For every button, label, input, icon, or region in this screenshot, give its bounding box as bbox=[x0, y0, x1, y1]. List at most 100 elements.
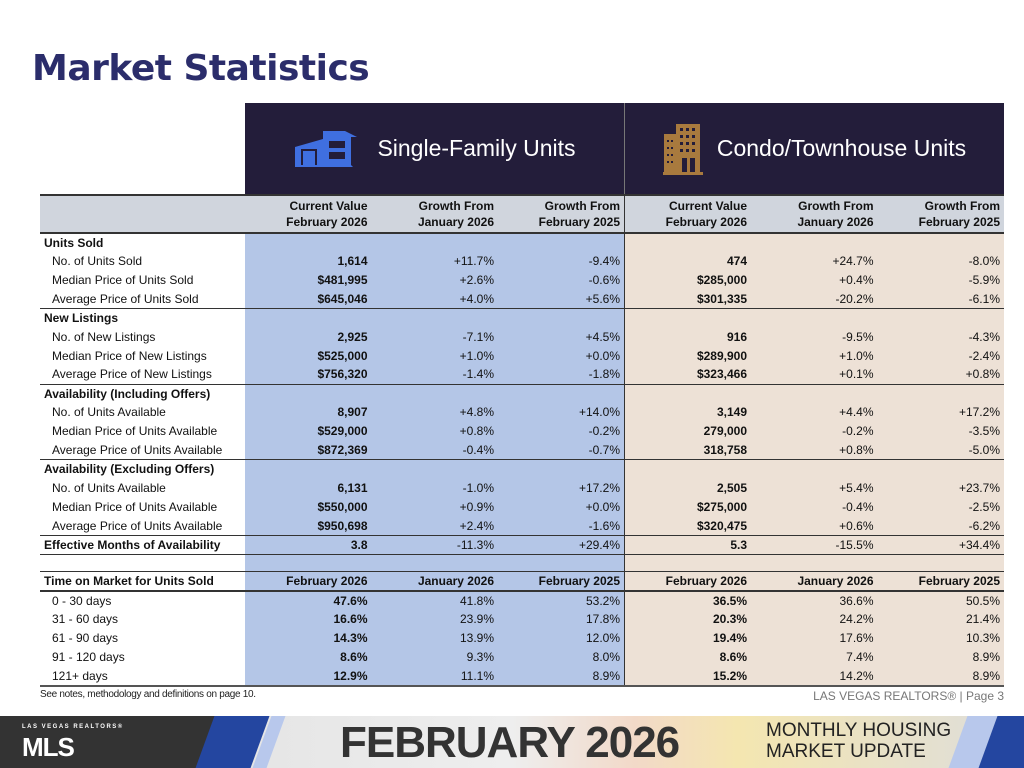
building-icon bbox=[662, 123, 703, 175]
value-cell bbox=[498, 308, 625, 328]
header-line1: Growth From bbox=[418, 199, 494, 213]
value-cell: +0.8% bbox=[751, 440, 878, 461]
page-number: LAS VEGAS REALTORS® | Page 3 bbox=[813, 689, 1004, 703]
value-cell: $756,320 bbox=[245, 365, 372, 385]
header-line2: February 2026 bbox=[665, 215, 747, 229]
value-cell: -2.5% bbox=[877, 497, 1004, 517]
value-cell: +11.7% bbox=[371, 251, 498, 271]
table-row: New Listings bbox=[40, 308, 1004, 328]
value-cell: 2,925 bbox=[245, 327, 372, 347]
value-cell: -8.0% bbox=[877, 251, 1004, 271]
row-label: 121+ days bbox=[40, 666, 245, 687]
value-cell: 12.9% bbox=[245, 666, 372, 687]
value-cell bbox=[245, 459, 372, 479]
value-cell bbox=[371, 233, 498, 252]
value-cell bbox=[877, 384, 1004, 404]
table-row: Median Price of Units Available $529,000 +… bbox=[40, 421, 1004, 441]
value-cell: $872,369 bbox=[245, 440, 372, 461]
value-cell: +23.7% bbox=[877, 478, 1004, 498]
value-cell: 5.3 bbox=[624, 535, 751, 555]
value-cell: -0.2% bbox=[498, 421, 625, 441]
single-family-title: Single-Family Units bbox=[377, 135, 576, 161]
value-cell: -0.4% bbox=[751, 497, 878, 517]
value-cell: -2.4% bbox=[877, 346, 1004, 366]
footer-banner: LAS VEGAS REALTORS® MLS FEBRUARY 2026 MO… bbox=[0, 716, 1024, 768]
value-cell: 21.4% bbox=[877, 610, 1004, 629]
header-line2: February 2025 bbox=[918, 215, 1000, 229]
value-cell: $323,466 bbox=[624, 365, 751, 385]
blank-cell bbox=[371, 554, 498, 572]
row-label: Time on Market for Units Sold bbox=[40, 570, 245, 593]
value-cell: $285,000 bbox=[624, 270, 751, 290]
header-line1: Current Value bbox=[289, 199, 368, 213]
header-line2: February 2026 bbox=[286, 215, 368, 229]
value-cell: +17.2% bbox=[498, 478, 625, 498]
table-row: No. of Units Available 8,907 +4.8% +14.0% 3,… bbox=[40, 403, 1004, 422]
table-row: Average Price of Units Sold $645,046 +4.0%… bbox=[40, 289, 1004, 310]
row-label: 0 - 30 days bbox=[52, 594, 112, 609]
section-banner: Single-Family Units Condo/Townhouse Unit… bbox=[245, 103, 1004, 194]
value-cell: 24.2% bbox=[751, 610, 878, 629]
value-cell: 23.9% bbox=[371, 610, 498, 629]
value-cell: +0.9% bbox=[371, 497, 498, 517]
row-label: Effective Months of Availability bbox=[40, 535, 245, 555]
row-label: 91 - 120 days bbox=[52, 650, 125, 665]
value-cell: -1.8% bbox=[498, 365, 625, 385]
header-line1: Growth From bbox=[924, 199, 1000, 213]
condo-title: Condo/Townhouse Units bbox=[716, 135, 967, 161]
column-header-row: Current Value February 2026 Growth From Jan… bbox=[40, 194, 1004, 234]
value-cell: 36.5% bbox=[624, 591, 751, 611]
value-cell: 53.2% bbox=[498, 591, 625, 611]
header-line2: February 2025 bbox=[538, 215, 620, 229]
header-line1: Current Value bbox=[668, 199, 747, 213]
table-row: 0 - 30 days 47.6% 41.8% 53.2% 36.5% 36.6% 50.5… bbox=[40, 591, 1004, 611]
row-label: No. of New Listings bbox=[52, 329, 156, 344]
column-header: Growth From January 2026 bbox=[371, 194, 498, 234]
value-cell: 13.9% bbox=[371, 628, 498, 648]
value-cell bbox=[751, 233, 878, 252]
value-cell: 1,614 bbox=[245, 251, 372, 271]
value-cell: -20.2% bbox=[751, 289, 878, 310]
value-cell: 6,131 bbox=[245, 478, 372, 498]
report-month: FEBRUARY 2026 bbox=[340, 718, 680, 767]
value-cell: 11.1% bbox=[371, 666, 498, 687]
value-cell: January 2026 bbox=[371, 570, 498, 593]
value-cell bbox=[624, 233, 751, 252]
value-cell bbox=[371, 459, 498, 479]
value-cell: +4.4% bbox=[751, 403, 878, 422]
value-cell: February 2026 bbox=[624, 570, 751, 593]
table-row: Average Price of Units Available $872,369… bbox=[40, 440, 1004, 461]
table-row: Median Price of New Listings $525,000 +1.0… bbox=[40, 346, 1004, 366]
value-cell bbox=[624, 384, 751, 404]
value-cell: $320,475 bbox=[624, 516, 751, 536]
value-cell: 2,505 bbox=[624, 478, 751, 498]
column-header: Current Value February 2026 bbox=[624, 194, 751, 234]
report-title-line2: MARKET UPDATE bbox=[766, 741, 926, 762]
blank-cell bbox=[624, 554, 751, 572]
value-cell bbox=[371, 308, 498, 328]
value-cell: -7.1% bbox=[371, 327, 498, 347]
value-cell: $529,000 bbox=[245, 421, 372, 441]
value-cell: -11.3% bbox=[371, 535, 498, 555]
value-cell: +29.4% bbox=[498, 535, 625, 555]
value-cell: 7.4% bbox=[751, 647, 878, 667]
methodology-note: See notes, methodology and definitions o… bbox=[40, 689, 256, 700]
value-cell: $525,000 bbox=[245, 346, 372, 366]
value-cell: 318,758 bbox=[624, 440, 751, 461]
row-label: 31 - 60 days bbox=[52, 612, 119, 627]
row-label: No. of Units Sold bbox=[52, 254, 143, 269]
row-label: Availability (Excluding Offers) bbox=[44, 462, 215, 477]
value-cell: +4.0% bbox=[371, 289, 498, 310]
value-cell: 8,907 bbox=[245, 403, 372, 422]
value-cell: +1.0% bbox=[371, 346, 498, 366]
value-cell bbox=[751, 459, 878, 479]
value-cell: 3,149 bbox=[624, 403, 751, 422]
column-header: Growth From January 2026 bbox=[751, 194, 878, 234]
report-title-line1: MONTHLY HOUSING bbox=[766, 720, 952, 741]
value-cell: 19.4% bbox=[624, 628, 751, 648]
table-row: Effective Months of Availability 3.8 -11.3… bbox=[40, 535, 1004, 555]
value-cell: +2.4% bbox=[371, 516, 498, 536]
value-cell: 50.5% bbox=[877, 591, 1004, 611]
value-cell: 12.0% bbox=[498, 628, 625, 648]
blank-cell bbox=[245, 554, 372, 572]
